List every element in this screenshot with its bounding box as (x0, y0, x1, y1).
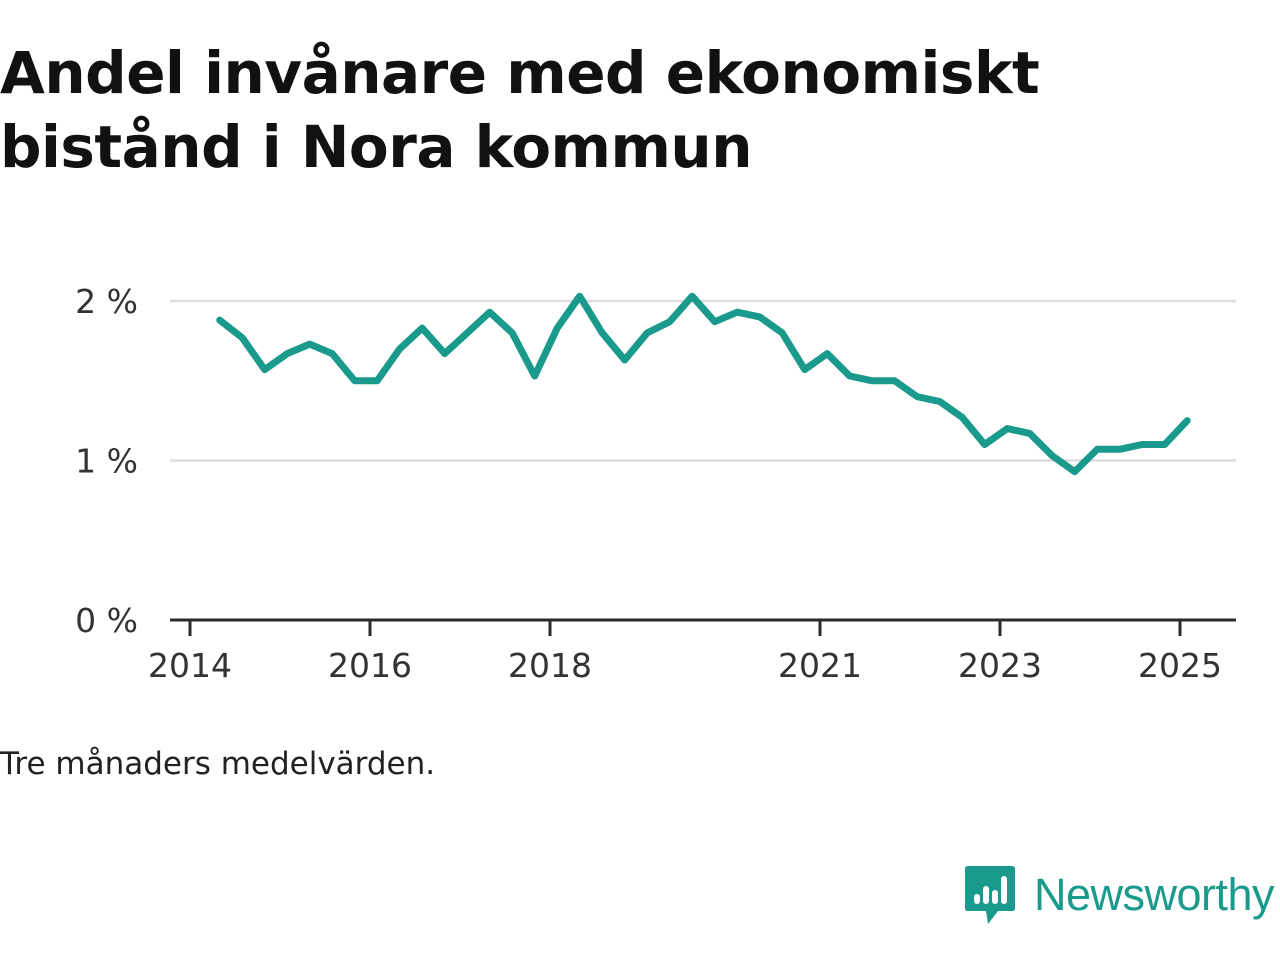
newsworthy-logo-icon (965, 866, 1015, 924)
x-tick-label: 2016 (328, 646, 412, 685)
x-tick-label: 2025 (1138, 646, 1222, 685)
chart-title: Andel invånare med ekonomiskt bistånd i … (0, 39, 1040, 181)
series-line-0 (216, 292, 1191, 476)
x-tick-label: 2023 (958, 646, 1042, 685)
y-tick-label: 0 % (75, 601, 138, 640)
x-axis (170, 618, 1236, 636)
x-tick-label: 2014 (148, 646, 232, 685)
chart-note: Tre månaders medelvärden. (0, 746, 436, 782)
newsworthy-logo: Newsworthy (964, 864, 1275, 926)
y-tick-label: 2 % (75, 282, 138, 321)
newsworthy-logo-text: Newsworthy (1034, 869, 1275, 920)
gridlines (170, 299, 1236, 462)
x-tick-label: 2021 (778, 646, 862, 685)
y-axis-labels: 0 % 1 % 2 % (75, 282, 138, 640)
y-tick-label: 1 % (75, 442, 138, 481)
series-layer (216, 292, 1191, 476)
x-tick-label: 2018 (508, 646, 592, 685)
x-axis-labels: 2014 2016 2018 2021 2023 2025 (148, 646, 1222, 685)
